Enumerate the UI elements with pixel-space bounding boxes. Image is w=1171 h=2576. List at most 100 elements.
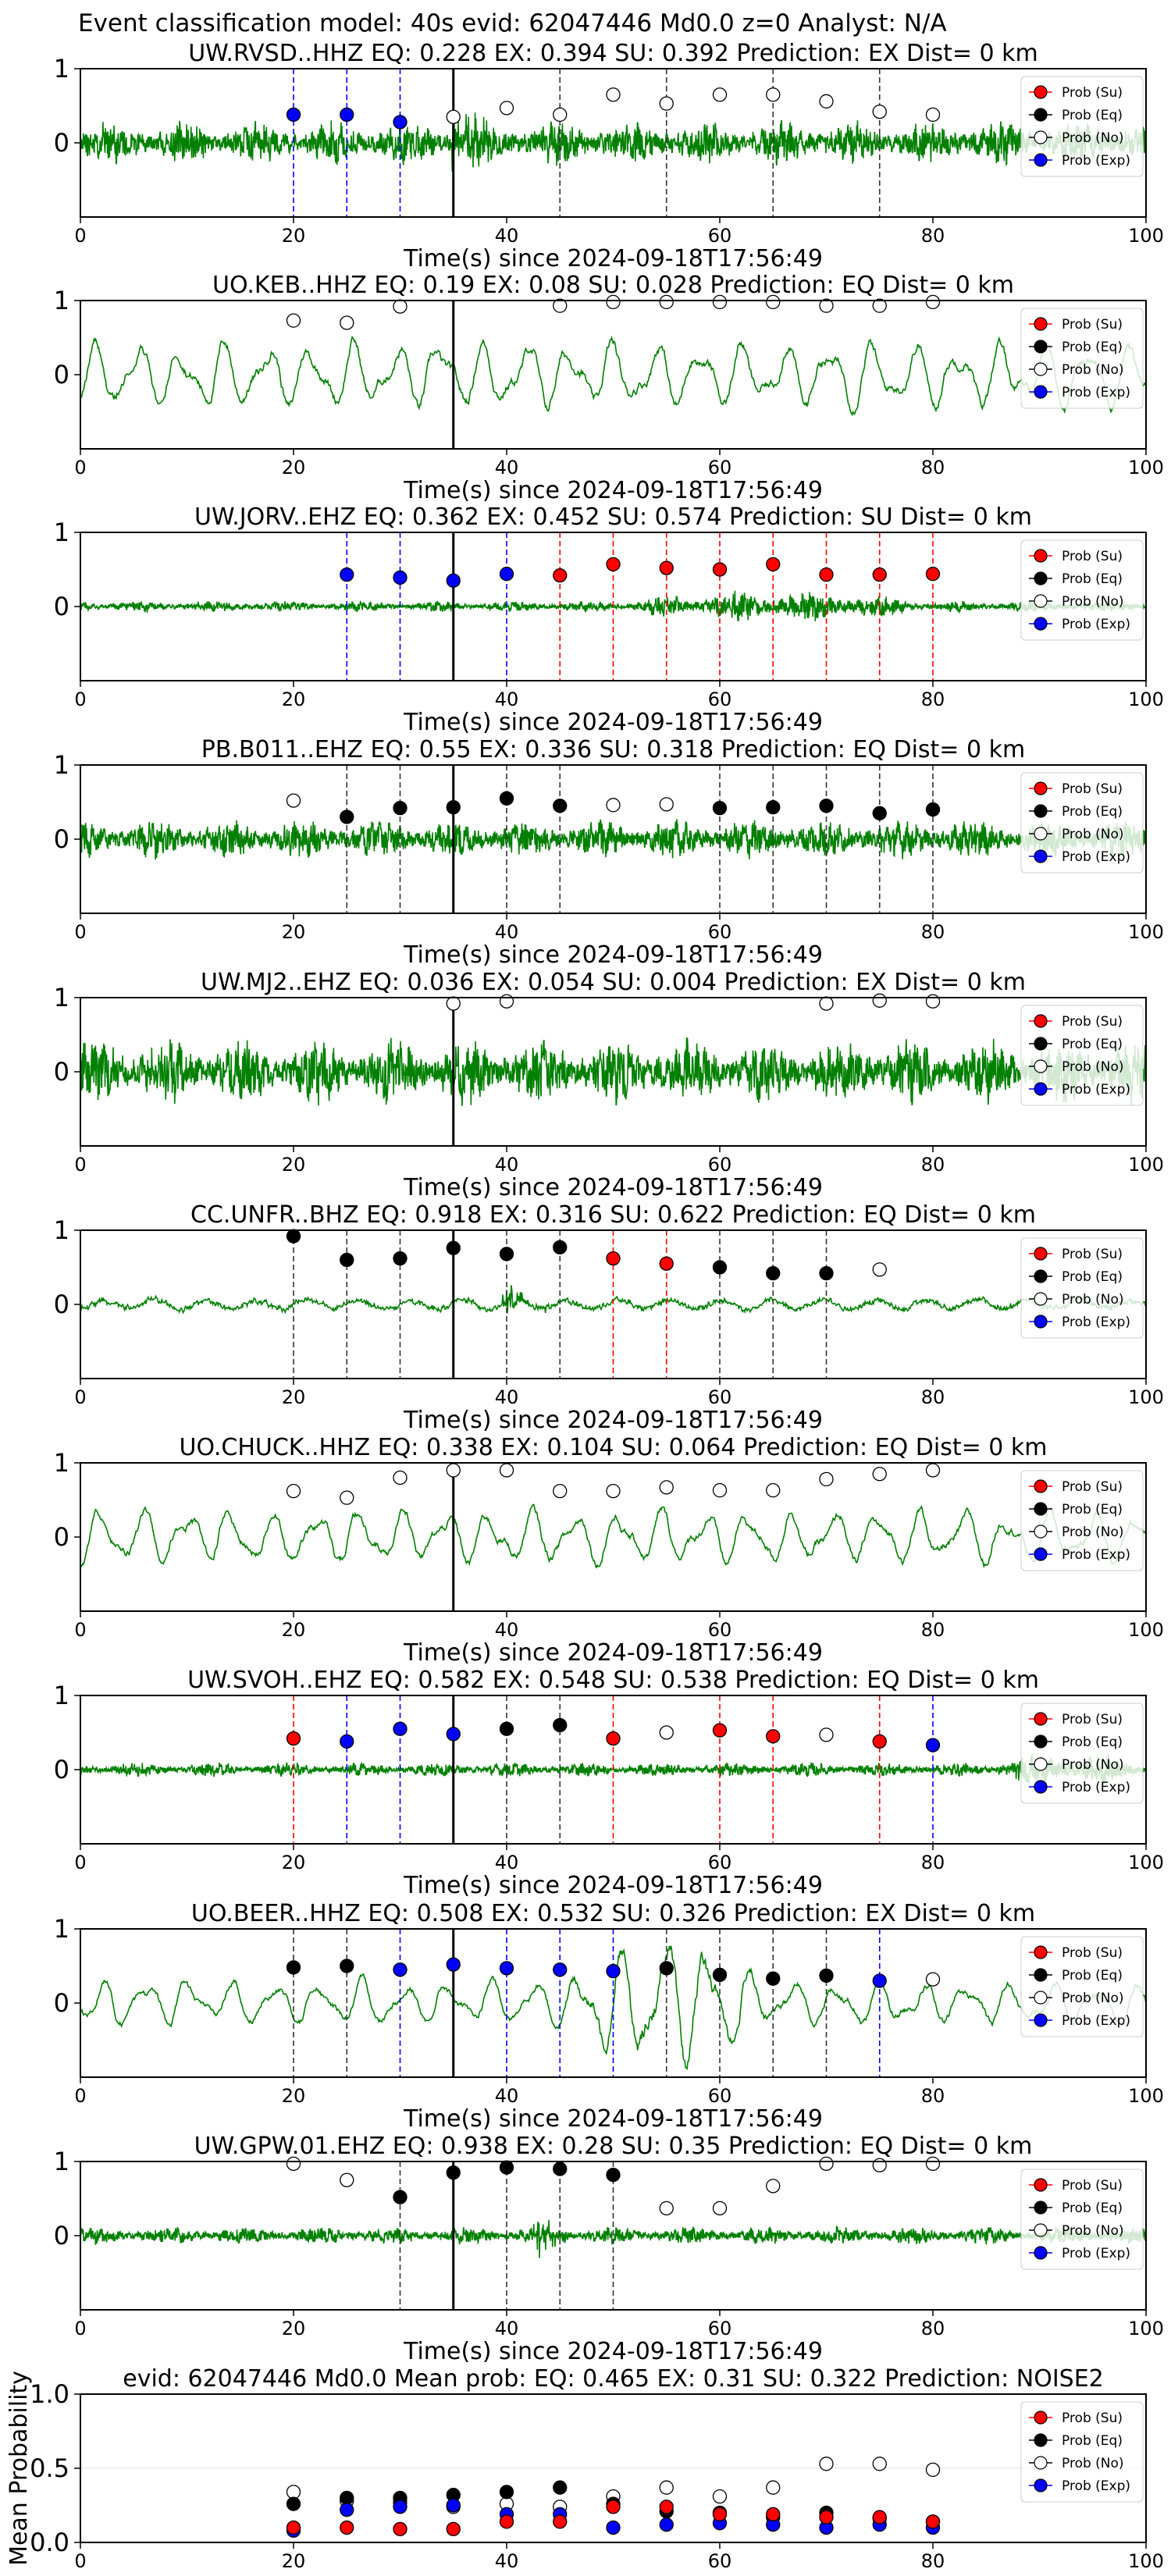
mean-point-exp: [446, 2498, 461, 2513]
y-tick-label: 0: [54, 592, 69, 621]
x-tick-label: 40: [495, 1154, 519, 1176]
legend-label-su: Prob (Su): [1062, 2411, 1123, 2426]
panel-title: UW.JORV..EHZ EQ: 0.362 EX: 0.452 SU: 0.5…: [194, 503, 1032, 531]
waveform-trace: [80, 335, 1146, 417]
prob-point-eq: [393, 800, 408, 816]
prob-point-eq: [766, 1265, 781, 1281]
prob-point-eq: [286, 1960, 301, 1975]
prob-point-no: [553, 107, 568, 123]
legend-label-eq: Prob (Eq): [1062, 1502, 1123, 1517]
legend-label-exp: Prob (Exp): [1062, 2246, 1130, 2261]
waveform-trace: [80, 590, 1146, 622]
legend-label-su: Prob (Su): [1062, 1014, 1123, 1030]
prob-point-no: [606, 294, 621, 310]
legend-box: [1020, 539, 1144, 641]
prob-point-eq: [553, 2161, 568, 2176]
x-tick-label: 20: [282, 1852, 306, 1873]
panel-title: UO.BEER..HHZ EQ: 0.508 EX: 0.532 SU: 0.3…: [191, 1900, 1035, 1927]
prob-point-no: [659, 1480, 674, 1495]
legend-label-no: Prob (No): [1062, 827, 1124, 842]
mean-point-exp: [340, 2503, 354, 2517]
legend-marker-exp: [1034, 1547, 1048, 1561]
prob-point-no: [925, 1972, 941, 1987]
prob-point-exp: [553, 1962, 568, 1977]
prob-point-no: [553, 1483, 568, 1499]
legend-marker-su: [1034, 781, 1048, 795]
prob-point-no: [766, 2179, 781, 2194]
legend-marker-su: [1034, 1247, 1048, 1261]
y-tick-label: 0: [54, 1057, 69, 1087]
legend-box: [1020, 1936, 1144, 2037]
prob-point-no: [553, 298, 568, 313]
panel-p8: UW.SVOH..EHZ EQ: 0.582 EX: 0.548 SU: 0.5…: [54, 1667, 1164, 1899]
prob-point-no: [872, 1262, 887, 1277]
legend-marker-su: [1034, 85, 1048, 99]
waveform-trace: [80, 819, 1146, 860]
legend-label-exp: Prob (Exp): [1062, 1547, 1130, 1563]
y-tick-label: 1: [54, 54, 69, 84]
prob-point-eq: [499, 1721, 514, 1736]
prob-point-no: [659, 1725, 674, 1740]
x-tick-label: 40: [495, 2550, 519, 2572]
mean-point-eq: [499, 2485, 514, 2500]
prob-point-exp: [606, 1963, 621, 1979]
x-axis-label: Time(s) since 2024-09-18T17:56:49: [403, 1872, 823, 1899]
legend-label-no: Prob (No): [1062, 1292, 1124, 1308]
prob-point-eq: [606, 2167, 621, 2183]
y-tick-label: 0: [54, 128, 69, 158]
x-tick-label: 0: [74, 457, 86, 479]
mean-point-su: [659, 2500, 674, 2514]
legend-label-eq: Prob (Eq): [1062, 1269, 1123, 1285]
prob-point-su: [712, 1723, 728, 1738]
y-tick-label: 1: [54, 1448, 69, 1478]
prob-point-su: [925, 567, 941, 582]
prob-point-eq: [340, 1252, 354, 1268]
prob-point-no: [925, 294, 941, 310]
legend-label-exp: Prob (Exp): [1062, 2013, 1130, 2029]
mean-point-su: [553, 2514, 568, 2529]
prob-point-eq: [393, 2190, 408, 2204]
x-tick-label: 0: [74, 2085, 86, 2107]
mean-point-no: [286, 2485, 301, 2500]
mean-point-su: [499, 2514, 514, 2529]
prob-point-no: [766, 1483, 781, 1498]
x-tick-label: 40: [495, 225, 519, 247]
prob-point-no: [925, 107, 941, 123]
legend-label-su: Prob (Su): [1062, 1247, 1123, 1262]
prob-point-eq: [499, 1247, 514, 1261]
y-tick-label: 1: [54, 286, 69, 315]
mean-point-no: [872, 2457, 887, 2471]
x-tick-label: 60: [708, 457, 732, 479]
mean-point-no: [712, 2489, 728, 2504]
mean-point-su: [446, 2521, 461, 2537]
legend-label-exp: Prob (Exp): [1062, 617, 1130, 632]
prob-point-su: [606, 1731, 621, 1746]
x-tick-label: 0: [74, 1154, 86, 1176]
prob-point-eq: [819, 799, 834, 813]
legend-marker-no: [1034, 1059, 1048, 1073]
panel-p9: UO.BEER..HHZ EQ: 0.508 EX: 0.532 SU: 0.3…: [54, 1900, 1164, 2133]
mean-point-eq: [340, 2490, 354, 2506]
prob-point-no: [872, 993, 887, 1008]
prob-point-no: [446, 996, 461, 1011]
x-tick-label: 100: [1128, 2318, 1164, 2339]
y-tick-label: 0.0: [30, 2528, 69, 2557]
prob-point-no: [340, 1490, 354, 1505]
panel-p6: CC.UNFR..BHZ EQ: 0.918 EX: 0.316 SU: 0.6…: [54, 1201, 1164, 1434]
prob-point-su: [606, 557, 621, 571]
prob-point-no: [606, 1483, 621, 1499]
x-axis-label: Time(s) since 2024-09-18T17:56:49: [403, 477, 823, 504]
x-tick-label: 100: [1128, 2085, 1164, 2107]
x-tick-label: 20: [282, 1154, 306, 1176]
panel-title: UW.GPW.01.EHZ EQ: 0.938 EX: 0.28 SU: 0.3…: [194, 2133, 1033, 2160]
legend-label-eq: Prob (Eq): [1062, 108, 1123, 123]
waveform-trace: [80, 1037, 1146, 1106]
prob-point-no: [446, 1463, 461, 1478]
prob-point-exp: [446, 573, 461, 588]
prob-point-no: [393, 1470, 408, 1485]
x-tick-label: 40: [495, 1619, 519, 1641]
x-axis-label: Time(s) since 2024-09-18T17:56:49: [403, 1174, 823, 1201]
prob-point-eq: [446, 1240, 461, 1255]
legend-box: [1020, 308, 1144, 409]
legend-marker-no: [1034, 2223, 1048, 2237]
